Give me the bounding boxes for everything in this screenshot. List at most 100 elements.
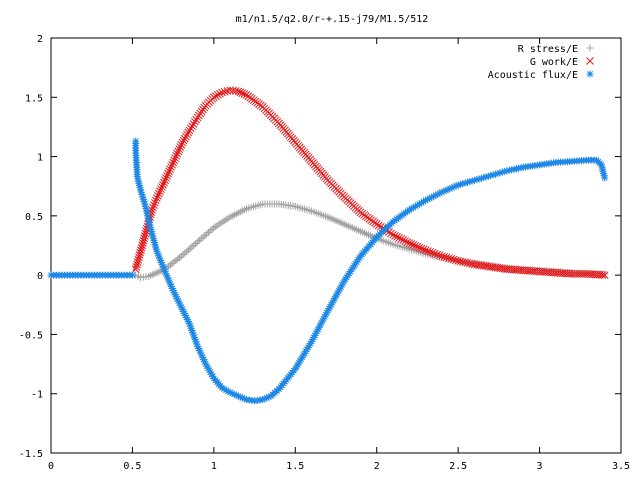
data-point <box>413 242 422 251</box>
legend-marker <box>586 44 594 52</box>
data-point <box>174 255 182 263</box>
data-point <box>154 191 162 200</box>
data-point <box>421 246 430 255</box>
data-point <box>182 132 190 141</box>
data-point <box>186 244 194 252</box>
data-point <box>185 126 194 135</box>
data-point <box>177 252 185 260</box>
data-point <box>139 236 148 245</box>
data-point <box>165 262 173 270</box>
data-point <box>433 250 442 259</box>
data-point <box>395 234 403 242</box>
data-point <box>161 176 169 185</box>
x-tick-label: 3 <box>537 461 543 472</box>
data-point <box>136 248 145 257</box>
data-point <box>451 256 460 265</box>
data-point <box>393 233 401 241</box>
y-tick-label: 2 <box>37 34 43 45</box>
data-point <box>399 236 408 244</box>
data-point <box>131 265 140 274</box>
data-point <box>195 236 203 244</box>
data-point <box>431 249 439 258</box>
data-point <box>456 257 465 266</box>
data-point <box>128 271 136 279</box>
data-point <box>212 92 220 100</box>
data-point <box>188 122 196 130</box>
data-point <box>405 239 414 247</box>
legend-label: Acoustic flux/E <box>488 70 578 81</box>
data-point <box>442 253 451 262</box>
data-point <box>403 238 412 246</box>
data-point <box>428 248 437 257</box>
data-point <box>170 156 179 165</box>
x-tick-label: 3.5 <box>612 461 630 472</box>
data-point <box>169 158 177 167</box>
data-point <box>133 258 142 266</box>
data-point <box>178 138 187 147</box>
data-point <box>174 147 183 156</box>
data-point <box>177 140 186 149</box>
data-point <box>389 230 397 239</box>
data-point <box>220 87 229 96</box>
data-point <box>424 247 432 255</box>
series-2 <box>132 137 609 405</box>
x-tick-label: 1.5 <box>286 461 304 472</box>
x-tick-label: 2.5 <box>449 461 467 472</box>
data-point <box>208 225 216 233</box>
data-point <box>201 232 209 240</box>
data-point <box>134 255 143 264</box>
y-tick-label: -0.5 <box>19 330 43 341</box>
data-point <box>191 117 199 126</box>
tick-labels: 0 0.5 1 1.5 2 2.5 3 3.5 2 1.5 1 0.5 0 -0.5 -1 -1.5 <box>19 34 630 472</box>
data-point <box>407 240 416 248</box>
data-point <box>140 232 149 240</box>
data-point <box>192 240 200 248</box>
data-point <box>180 134 189 143</box>
data-point <box>183 130 191 139</box>
data-point <box>175 145 184 154</box>
data-point <box>203 230 211 238</box>
axes <box>50 37 622 454</box>
chart-title: m1/n1.5/q2.0/r-+.15-j79/M1.5/512 <box>236 14 429 25</box>
legend-label: R stress/E <box>518 44 578 55</box>
data-point <box>150 201 158 210</box>
data-point <box>151 198 159 207</box>
data-point <box>183 247 191 255</box>
data-point <box>231 87 240 95</box>
data-point <box>171 154 180 162</box>
data-point <box>598 271 607 279</box>
data-point <box>438 252 446 261</box>
data-point <box>172 151 181 160</box>
data-point <box>157 185 165 194</box>
data-point <box>160 178 168 187</box>
data-point <box>155 189 163 198</box>
data-point <box>419 245 428 254</box>
data-point <box>186 124 195 133</box>
data-point <box>214 91 222 99</box>
data-point <box>391 232 399 240</box>
data-point <box>401 237 410 245</box>
data-point <box>132 262 141 271</box>
data-point <box>164 169 172 178</box>
data-point <box>194 238 202 246</box>
data-point <box>173 149 182 158</box>
data-point <box>454 257 462 265</box>
data-point <box>179 136 188 145</box>
data-point <box>435 251 444 260</box>
data-point <box>185 246 193 254</box>
data-point <box>176 143 185 151</box>
legend-label: G work/E <box>530 57 578 68</box>
data-point <box>163 171 171 180</box>
data-point <box>218 88 226 97</box>
data-point <box>600 271 609 279</box>
data-point <box>140 234 149 243</box>
data-point <box>168 259 176 267</box>
data-point <box>240 90 249 98</box>
data-point <box>415 243 424 252</box>
data-point <box>153 194 161 202</box>
data-point <box>234 87 243 96</box>
x-tick-label: 2 <box>374 461 380 472</box>
x-tick-label: 0 <box>48 461 54 472</box>
data-point <box>190 241 198 249</box>
